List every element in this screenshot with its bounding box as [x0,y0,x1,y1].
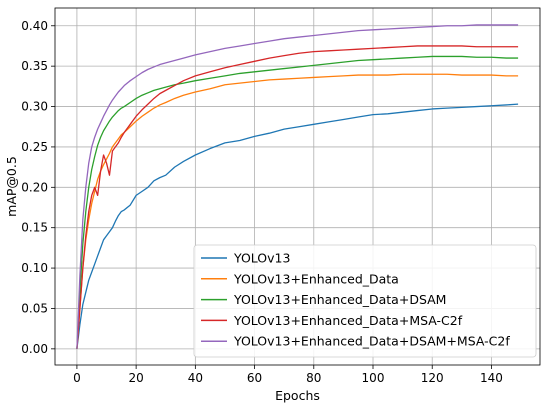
series-line-4 [76,24,519,349]
x-tick-label: 100 [362,371,385,385]
x-tick-label: 60 [247,371,262,385]
series-lines [76,24,519,349]
axis-ticks: 0 20 40 60 80 100 120 140 0.00 0.05 0.10 0.15 0.20 0.… [21,19,503,385]
series-line-3 [76,45,519,349]
legend-box [193,244,537,358]
x-tick-label: 0 [73,371,81,385]
y-tick-label: 0.40 [21,19,48,33]
legend: YOLOv13 YOLOv13+Enhanced_Data YOLOv13+Enha… [193,244,537,358]
series-line-0 [76,103,519,349]
legend-label: YOLOv13 [233,251,290,266]
x-tick-label: 40 [188,371,203,385]
x-tick-label: 80 [306,371,321,385]
plot-frame [54,7,541,366]
x-tick-label: 20 [128,371,143,385]
x-tick-label: 140 [480,371,503,385]
y-tick-label: 0.20 [21,180,48,194]
legend-label: YOLOv13+Enhanced_Data [233,271,399,286]
y-tick-label: 0.00 [21,342,48,356]
y-tick-label: 0.10 [21,261,48,275]
x-tick-label: 120 [421,371,444,385]
y-tick-label: 0.25 [21,140,48,154]
grid-lines [55,8,540,365]
legend-label: YOLOv13+Enhanced_Data+MSA-C2f [233,313,463,328]
x-axis-label: Epochs [275,388,320,403]
legend-label: YOLOv13+Enhanced_Data+DSAM [233,292,446,307]
y-tick-label: 0.05 [21,301,48,315]
legend-label: YOLOv13+Enhanced_Data+DSAM+MSA-C2f [233,334,510,349]
series-line-2 [76,55,519,349]
y-tick-label: 0.15 [21,221,48,235]
y-axis-label: mAP@0.5 [4,156,19,217]
y-tick-label: 0.30 [21,100,48,114]
y-tick-label: 0.35 [21,59,48,73]
